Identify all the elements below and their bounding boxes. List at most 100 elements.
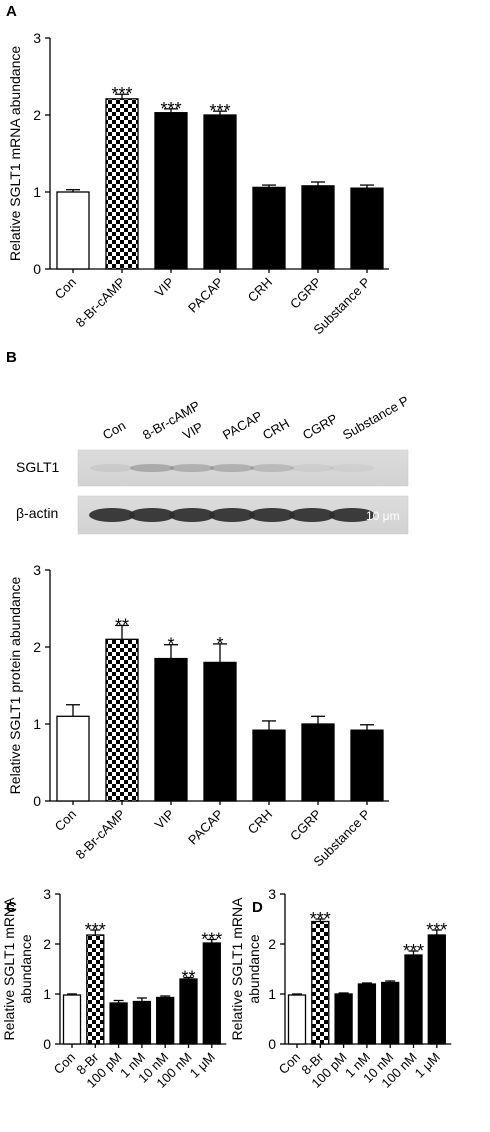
bar: [86, 934, 105, 1045]
blot-lane-label: VIP: [180, 419, 206, 442]
bar: [179, 978, 198, 1045]
blot-band-sglt1: [90, 464, 134, 472]
x-tick-label: Con: [52, 807, 79, 834]
x-tick-label: Con: [52, 275, 79, 302]
significance-label: ***: [403, 941, 424, 961]
bar: [62, 994, 82, 1045]
y-axis-title: Relative SGLT1 mRNAabundance: [229, 897, 262, 1041]
bar: [56, 715, 90, 802]
blot-band-sglt1: [330, 464, 374, 472]
y-tick-label: 3: [33, 30, 41, 46]
significance-label: ***: [209, 101, 230, 121]
bar: [156, 996, 175, 1045]
bar: [132, 1000, 152, 1045]
blot-band-sglt1: [290, 464, 334, 472]
significance-label: ***: [201, 930, 222, 950]
blot-band-sglt1: [250, 464, 294, 472]
bar: [252, 186, 286, 270]
blot-row-label-beta-actin: β-actin: [16, 505, 58, 521]
bar: [109, 1002, 128, 1045]
panel-letter-c: C: [6, 899, 17, 916]
x-tick-label: 1 μM: [187, 1050, 218, 1081]
panel-letter-d: D: [252, 899, 263, 916]
y-tick-label: 2: [33, 639, 41, 655]
blot-band-beta-actin: [129, 508, 175, 522]
y-tick-label: 2: [43, 936, 51, 952]
blot-bands: [89, 464, 375, 522]
blot-lane-label: Substance P: [340, 393, 411, 443]
blot-band-beta-actin: [289, 508, 335, 522]
y-tick-label: 2: [33, 107, 41, 123]
blot-band-beta-actin: [329, 508, 375, 522]
bar: [56, 191, 90, 270]
blot-band-beta-actin: [249, 508, 295, 522]
chart-a: 0 1 2 3 Relative SGLT1 mRNA abundance Con *** 8…: [7, 30, 389, 337]
bar: [252, 729, 286, 802]
bar: [427, 934, 446, 1045]
panel-letter-b: B: [6, 349, 17, 366]
significance-label: ***: [111, 84, 132, 104]
y-tick-label: 3: [33, 562, 41, 578]
y-axis-title-line: Relative SGLT1 mRNA: [229, 897, 245, 1041]
y-axis-title: Relative SGLT1 protein abundance: [7, 576, 23, 794]
x-tick-label: 8-Br-cAMP: [73, 807, 129, 863]
y-axis-title-line: Relative SGLT1 mRNA: [1, 897, 17, 1041]
blot-strip-sglt1: [77, 449, 409, 487]
significance-label: ***: [310, 909, 331, 929]
blot-row-label-sglt1: SGLT1: [16, 459, 60, 475]
blot-band-sglt1: [130, 464, 174, 472]
y-tick-label: 1: [268, 986, 276, 1002]
significance-label: ***: [426, 920, 447, 940]
chart-b: 0 1 2 3 Relative SGLT1 protein abundance Con *…: [7, 562, 389, 869]
blot-lane-label: CGRP: [300, 411, 340, 443]
scale-bar-label: 10 μm: [366, 509, 400, 523]
bar: [105, 98, 139, 270]
blot-lane-label: PACAP: [220, 408, 265, 443]
bar: [357, 983, 377, 1045]
bar: [154, 112, 188, 270]
bar: [350, 187, 384, 270]
blot-lane-label: CRH: [260, 416, 292, 443]
y-axis-title-line: abundance: [246, 934, 262, 1004]
y-tick-label: 1: [33, 184, 41, 200]
bar: [381, 981, 400, 1045]
y-tick-label: 0: [268, 1036, 276, 1052]
blot-band-beta-actin: [209, 508, 255, 522]
y-tick-label: 0: [33, 793, 41, 809]
significance-label: ***: [160, 99, 181, 119]
x-tick-label: CGRP: [287, 807, 324, 844]
x-tick-label: CRH: [245, 275, 276, 306]
x-tick-label: PACAP: [185, 275, 226, 316]
y-tick-label: 1: [43, 986, 51, 1002]
x-tick-label: CGRP: [287, 275, 324, 312]
blot-band-beta-actin: [169, 508, 215, 522]
bar: [334, 993, 353, 1045]
bar: [203, 114, 237, 270]
x-tick-label: VIP: [152, 275, 177, 300]
significance-label: **: [181, 968, 195, 988]
y-tick-label: 0: [43, 1036, 51, 1052]
significance-label: *: [167, 635, 174, 655]
bar: [202, 942, 221, 1045]
blot-lane-label: Con: [100, 418, 128, 443]
bar: [154, 657, 188, 802]
bar: [301, 185, 335, 270]
bar: [287, 994, 307, 1045]
x-tick-label: VIP: [152, 807, 177, 832]
significance-label: **: [115, 615, 129, 635]
x-tick-label: Con: [276, 1050, 303, 1077]
y-axis-title: Relative SGLT1 mRNA abundance: [7, 46, 23, 262]
x-tick-label: 1 μM: [412, 1050, 443, 1081]
x-tick-label: PACAP: [185, 807, 226, 848]
bar: [105, 638, 139, 802]
significance-label: ***: [85, 920, 106, 940]
y-axis-title-line: abundance: [18, 934, 34, 1004]
x-tick-label: Con: [51, 1050, 78, 1077]
y-tick-label: 0: [33, 261, 41, 277]
y-axis-title: Relative SGLT1 mRNAabundance: [1, 897, 34, 1041]
